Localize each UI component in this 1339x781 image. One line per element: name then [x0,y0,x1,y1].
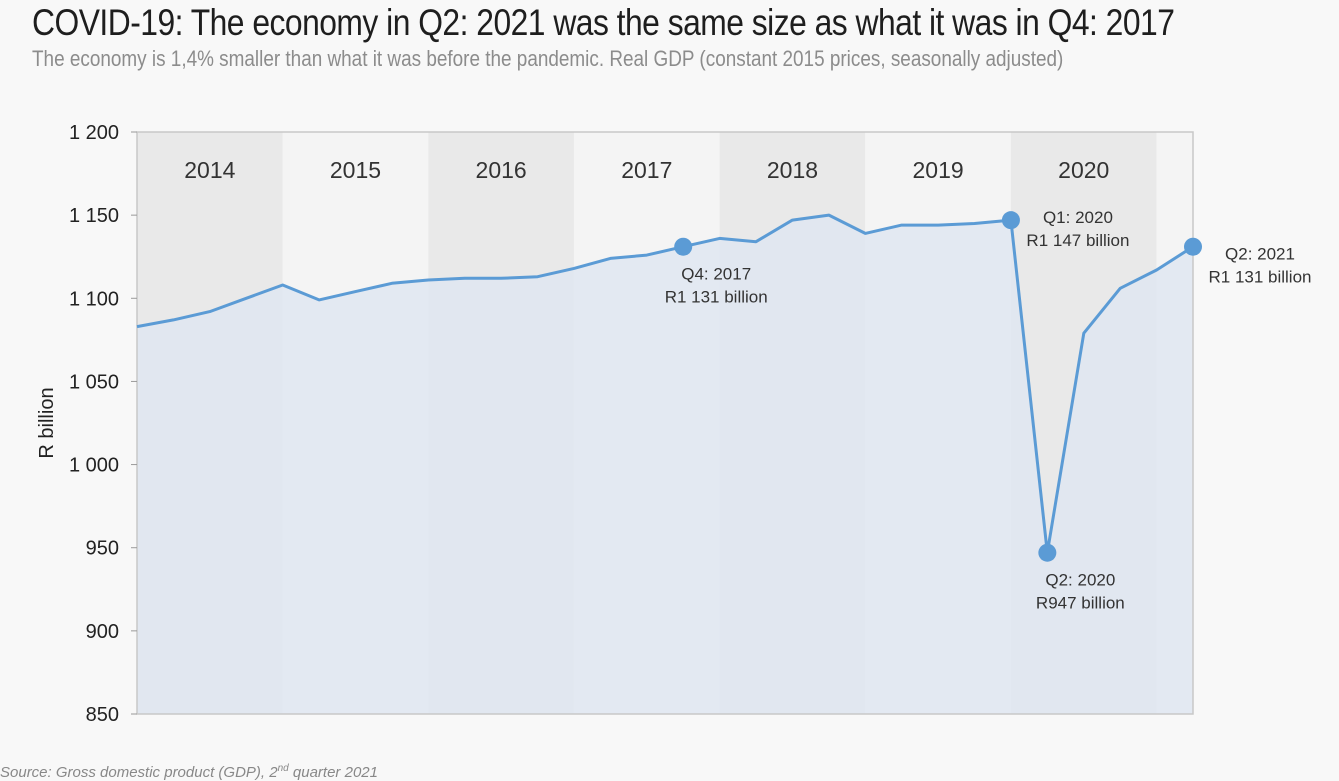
y-tick-label: 1 100 [69,288,119,310]
source-suffix: quarter 2021 [288,764,378,781]
annotation-value: R1 147 billion [1026,231,1129,250]
year-label: 2016 [476,157,527,183]
source-note: Source: Gross domestic product (GDP), 2n… [0,763,378,781]
year-label: 2014 [184,157,235,183]
source-sup: nd [277,763,289,774]
annotation-label: Q4: 2017 [681,265,751,284]
annotation-label: Q2: 2020 [1045,571,1115,590]
y-tick-label: 850 [86,704,119,726]
annotation-label: Q2: 2021 [1225,245,1295,264]
year-label: 2019 [913,157,964,183]
y-tick-label: 1 000 [69,455,119,477]
annotation-label: Q1: 2020 [1043,208,1113,227]
year-label: 2020 [1058,157,1109,183]
year-label: 2015 [330,157,381,183]
chart-subtitle: The economy is 1,4% smaller than what it… [32,46,1064,71]
y-tick-label: 1 150 [69,205,119,227]
area-layer [137,215,1193,714]
annotation-value: R947 billion [1036,594,1125,613]
y-axis-label: R billion [36,387,58,458]
annotations: Q4: 2017 R1 131 billion Q1: 2020 R1 147 bil… [665,208,1312,613]
year-label: 2018 [767,157,818,183]
annotation-marker [1184,237,1202,256]
y-tick-label: 950 [86,538,119,560]
y-tick-label: 900 [86,621,119,643]
annotation-marker [1038,543,1057,562]
gdp-line [136,213,1194,555]
plot-border [136,131,1194,715]
annotation-value: R1 131 billion [665,288,768,307]
y-tick-label: 1 200 [69,122,119,144]
chart-title: COVID-19: The economy in Q2: 2021 was th… [32,2,1175,43]
annotation-marker [1001,211,1020,230]
gdp-area [137,215,1193,714]
annotation-value: R1 131 billion [1208,268,1311,287]
y-tick-label: 1 050 [69,371,119,393]
y-axis: 850 900 950 1 000 1 050 1 100 1 150 1 200 R bill… [36,122,137,726]
line-layer [136,213,1194,555]
source-prefix: Source: Gross domestic product (GDP), 2 [0,764,278,781]
year-label: 2017 [621,157,672,183]
annotation-marker [674,237,693,256]
